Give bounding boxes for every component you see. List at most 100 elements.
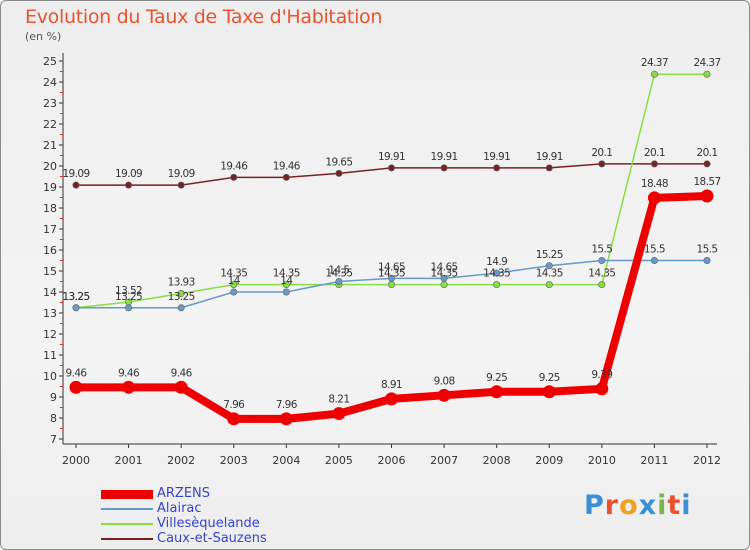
data-label: 14 [280,275,293,287]
data-point [437,388,451,402]
legend-label: ARZENS [157,486,211,501]
data-point [650,70,658,78]
data-label: 14.65 [431,261,458,273]
x-tick-label: 2002 [167,454,195,467]
data-point [122,380,136,394]
data-label: 14.35 [325,268,352,280]
y-tick-label: 12 [43,328,57,341]
data-label: 20.1 [591,147,612,159]
x-tick-label: 2000 [62,454,90,467]
data-label: 8.91 [381,379,402,391]
data-point [703,256,711,264]
data-label: 19.46 [273,160,301,172]
data-label: 9.46 [171,367,193,379]
data-label: 18.48 [641,178,668,190]
y-tick-label: 22 [43,118,57,131]
data-point [385,392,398,406]
data-point [230,281,238,289]
data-label: 15.5 [644,244,665,256]
data-label: 9.46 [66,367,88,379]
data-label: 14.35 [483,268,510,280]
y-tick-label: 20 [43,160,57,173]
data-label: 13.25 [115,291,142,303]
data-point [545,281,553,289]
y-tick-label: 24 [43,76,57,89]
x-tick-label: 2003 [220,454,248,467]
chart-title: Evolution du Taux de Taxe d'Habitation [25,6,383,28]
y-tick-label: 13 [43,307,57,320]
data-label: 24.37 [693,57,720,69]
data-point [545,164,553,172]
data-point [279,412,293,426]
data-label: 14 [228,275,241,287]
data-label: 13.25 [62,291,89,303]
data-label: 24.37 [641,57,668,69]
data-point [227,412,241,426]
data-label: 14.9 [486,256,507,268]
data-point [440,164,448,172]
data-point [440,281,448,289]
data-label: 19.09 [168,168,195,180]
data-point [177,289,185,297]
logo-letter: t [667,490,682,521]
chart-unit-note: (en %) [25,30,62,43]
logo-letter: i [681,490,692,521]
data-label: 14.35 [273,268,300,280]
data-label: 9.46 [118,367,140,379]
data-label: 14.35 [588,268,615,280]
chart-data-labels: 9.46 9.46 9.46 7.96 7.96 8.21 8.91 9.08 9.25 9.25… [62,57,721,411]
data-label: 13.52 [115,285,142,297]
legend-label: Caux-et-Sauzens [157,531,267,546]
data-point [177,181,185,189]
logo-letter: r [604,490,620,521]
data-point [72,181,80,189]
data-point [542,385,556,399]
data-point [387,164,395,172]
data-label: 20.1 [697,147,718,159]
data-point [69,380,83,394]
logo-letter: x [638,490,658,521]
y-tick-label: 14 [43,286,57,299]
data-label: 7.96 [276,399,298,411]
data-label: 19.09 [62,168,89,180]
data-point [230,288,238,296]
x-tick-label: 2011 [640,454,668,467]
data-label: 20.1 [644,147,665,159]
x-tick-label: 2009 [535,454,563,467]
y-tick-label: 25 [43,55,57,68]
x-tick-label: 2005 [325,454,353,467]
data-point [545,262,553,270]
logo-letter: P [584,490,605,521]
y-tick-label: 15 [43,265,57,278]
data-point [647,191,661,205]
data-point [598,160,606,168]
y-tick-label: 23 [43,97,57,110]
data-point [174,380,188,394]
legend-swatch [101,508,153,510]
data-point [493,269,501,277]
data-label: 14.35 [378,268,405,280]
data-point [125,304,133,312]
data-point [335,277,343,285]
x-tick-label: 2001 [115,454,143,467]
data-label: 9.25 [486,372,507,384]
data-label: 13.93 [168,276,195,288]
data-point [440,274,448,282]
proxiti-logo: Proxiti [584,490,692,521]
data-label: 19.91 [483,151,510,163]
y-tick-label: 7 [50,433,57,446]
data-point [387,281,395,289]
data-label: 13.25 [62,291,89,303]
data-label: 19.46 [220,160,248,172]
data-point [335,169,343,177]
data-label: 19.91 [431,151,458,163]
data-label: 19.65 [325,156,352,168]
y-tick-label: 16 [43,244,57,257]
legend-swatch [101,523,153,525]
data-point [595,382,609,396]
x-tick-label: 2008 [483,454,511,467]
y-tick-label: 19 [43,181,57,194]
x-tick-label: 2004 [272,454,300,467]
